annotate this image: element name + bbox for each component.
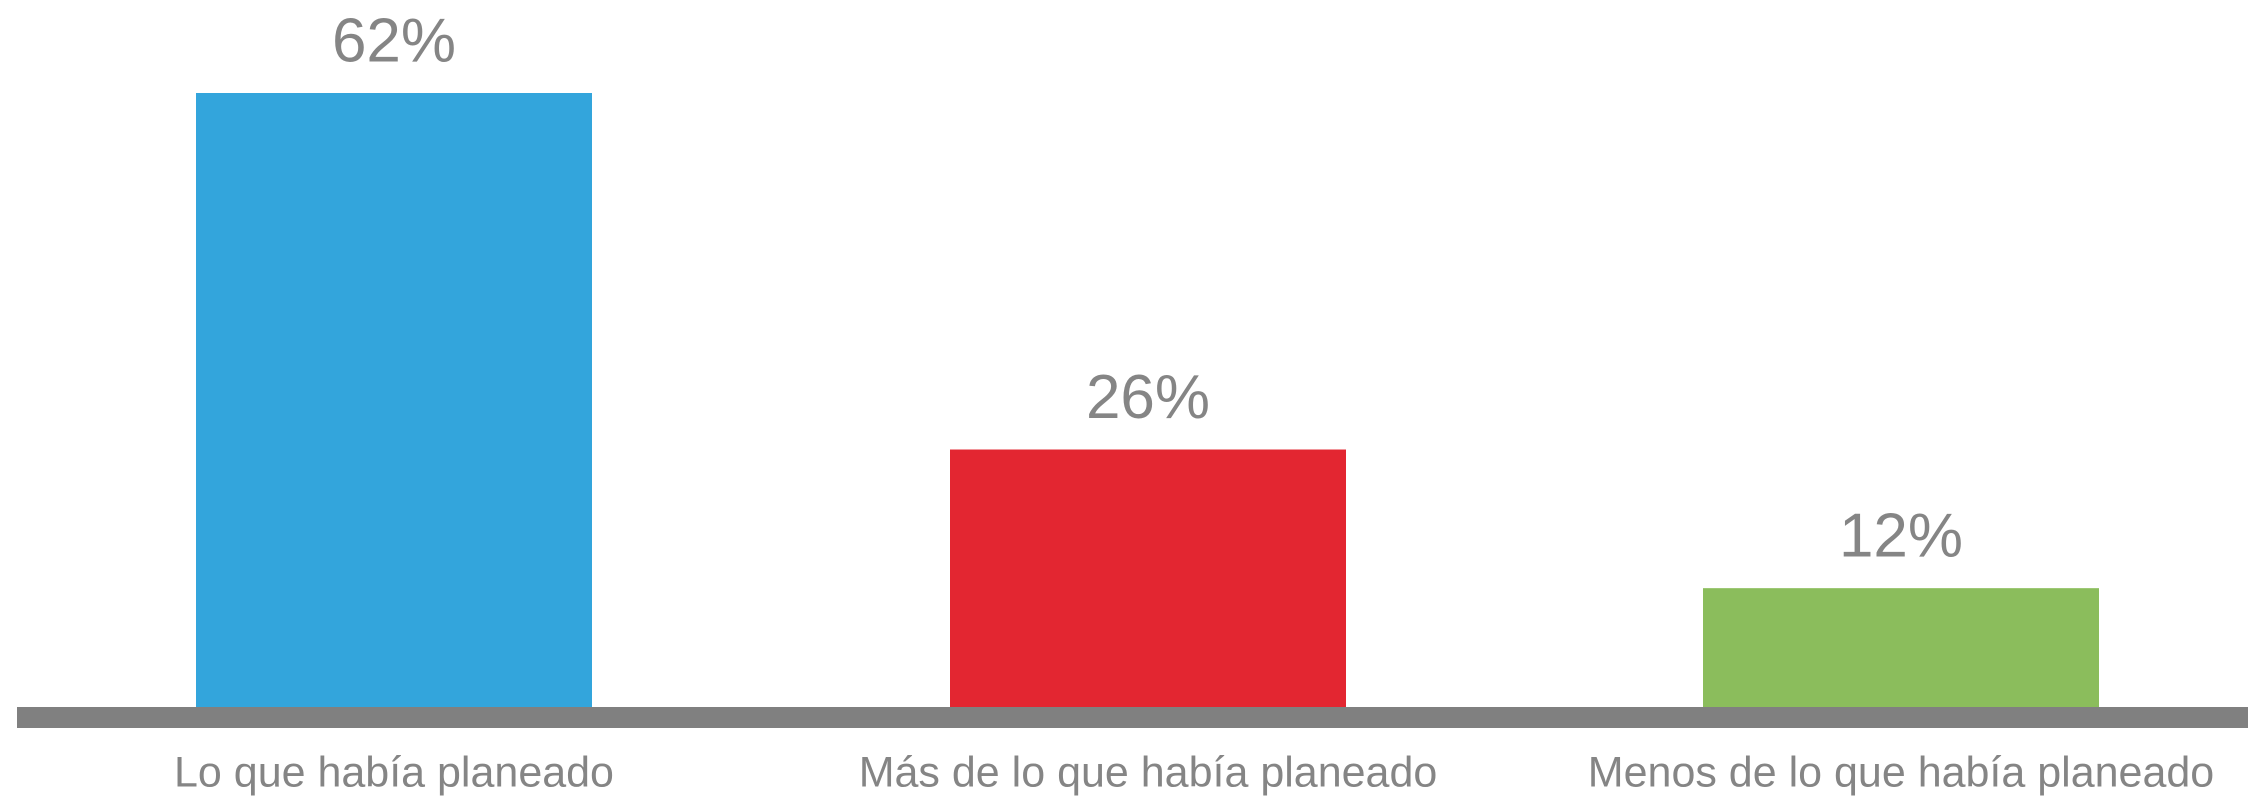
value-label: 26% [1086, 363, 1210, 432]
value-label: 62% [332, 6, 456, 75]
bar [1703, 588, 2099, 707]
x-tick-label: Más de lo que había planeado [859, 748, 1438, 796]
x-tick-label: Menos de lo que había planeado [1588, 748, 2214, 796]
bar [196, 93, 592, 707]
bar [950, 449, 1346, 707]
value-label: 12% [1839, 502, 1963, 571]
x-tick-label: Lo que había planeado [174, 748, 614, 796]
x-axis [17, 707, 2248, 728]
